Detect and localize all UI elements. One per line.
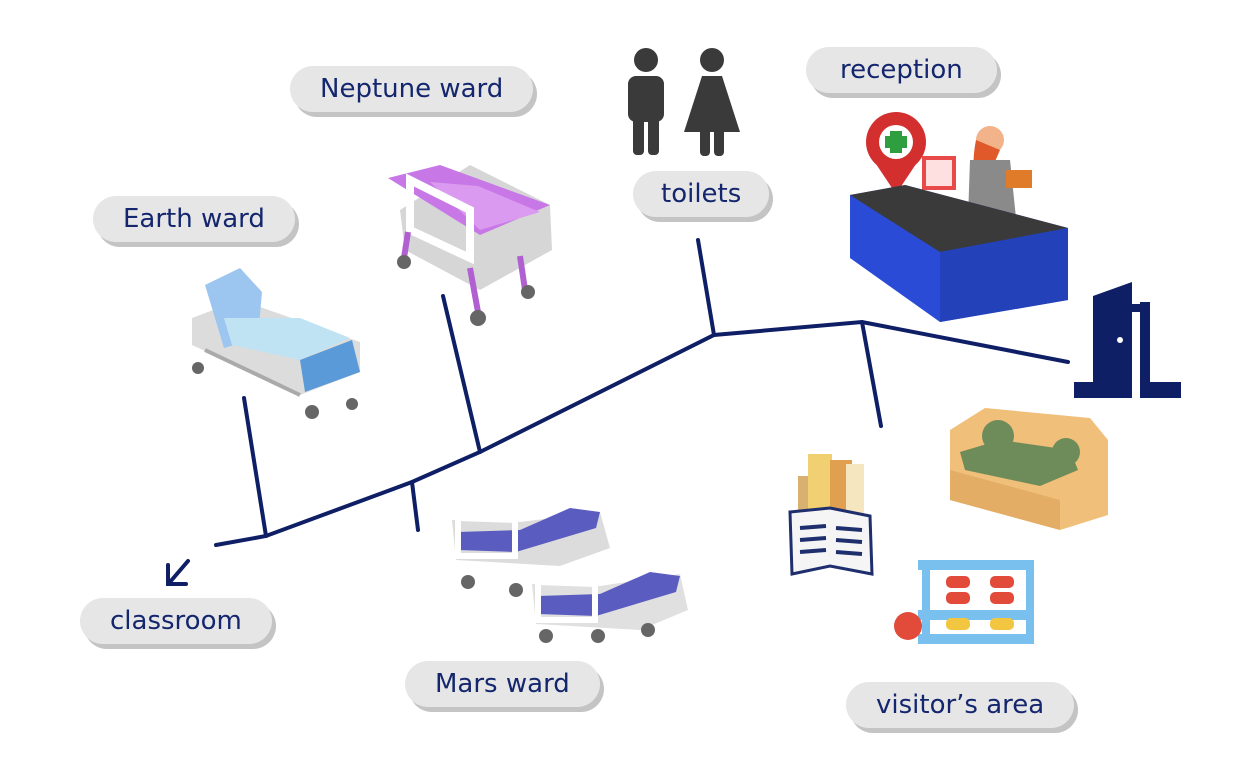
books-icon	[788, 454, 874, 576]
label-classroom: classroom	[80, 598, 272, 644]
mars-beds-icon	[452, 508, 688, 643]
branch-earth-ward	[242, 396, 268, 538]
earth-bed-icon	[192, 268, 360, 419]
abacus-icon	[894, 560, 1034, 644]
label-toilets: toilets	[633, 171, 770, 217]
branch-visitors-area	[860, 320, 883, 428]
reception-desk-icon	[850, 112, 1068, 322]
branch-mars-ward	[410, 480, 420, 532]
label-neptune-ward: Neptune ward	[290, 66, 534, 112]
arrow-icon	[166, 559, 190, 586]
toilets-icon	[628, 48, 740, 156]
sofa-icon	[950, 408, 1108, 530]
door-icon	[1074, 282, 1181, 398]
branch-neptune-ward	[441, 294, 482, 454]
label-visitors-area: visitor’s area	[846, 682, 1075, 728]
label-reception: reception	[806, 47, 997, 93]
label-mars-ward: Mars ward	[405, 661, 600, 707]
neptune-bed-icon	[388, 165, 552, 326]
label-earth-ward: Earth ward	[93, 196, 295, 242]
branch-toilets	[696, 238, 716, 337]
path-network	[214, 238, 1070, 547]
